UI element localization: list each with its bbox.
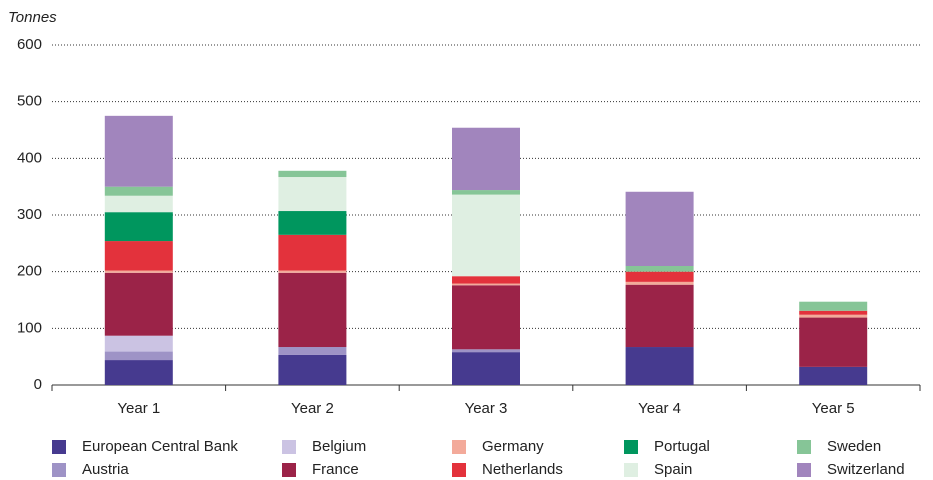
legend-swatch [624, 440, 638, 454]
bar-segment [452, 352, 520, 385]
x-tick-label: Year 4 [638, 400, 681, 417]
bar-segment [104, 195, 173, 213]
legend-label: Spain [654, 461, 692, 478]
legend-label: Portugal [654, 438, 710, 455]
y-tick-label: 500 [17, 93, 42, 110]
bar-segment [104, 115, 173, 187]
bar-segment [625, 284, 694, 348]
legend-label: Germany [482, 438, 544, 455]
legend-swatch [282, 440, 296, 454]
legend-label: France [312, 461, 359, 478]
legend-swatch [452, 440, 466, 454]
bar-segment [452, 276, 520, 284]
bar-segment [452, 194, 520, 277]
bar-segment [278, 354, 347, 385]
x-tick-label: Year 3 [465, 400, 508, 417]
bar-segment [104, 351, 173, 361]
bar-segment [799, 317, 868, 367]
legend-label: Belgium [312, 438, 366, 455]
x-tick-label: Year 1 [117, 400, 160, 417]
legend-label: Switzerland [827, 461, 905, 478]
y-axis-label: Tonnes [8, 9, 57, 26]
bar-segment [452, 285, 520, 350]
bar-segment [799, 366, 868, 385]
bar-segment [278, 177, 347, 212]
bar-segment [625, 191, 694, 266]
bar-segment [799, 310, 868, 315]
bar-segment [104, 270, 173, 273]
bar-segment [104, 186, 173, 196]
y-tick-label: 600 [17, 36, 42, 53]
bar-segment [625, 347, 694, 385]
legend-swatch [282, 463, 296, 477]
legend-label: Netherlands [482, 461, 563, 478]
bar-segment [104, 272, 173, 336]
y-tick-label: 300 [17, 206, 42, 223]
bar-segment [104, 335, 173, 352]
legend-label: Austria [82, 461, 129, 478]
bar-segment [104, 360, 173, 385]
y-tick-label: 100 [17, 319, 42, 336]
y-tick-label: 0 [34, 376, 42, 393]
bar-segment [799, 301, 868, 311]
legend-label: European Central Bank [82, 438, 238, 455]
y-tick-label: 200 [17, 263, 42, 280]
bar-segment [452, 349, 520, 353]
bar-segment [278, 270, 347, 273]
bar-segment [452, 283, 520, 286]
legend-swatch [624, 463, 638, 477]
bar-segment [278, 272, 347, 348]
bar-segment [625, 271, 694, 282]
y-tick-label: 400 [17, 149, 42, 166]
x-tick-label: Year 5 [812, 400, 855, 417]
legend-swatch [797, 440, 811, 454]
bar-segment [278, 211, 347, 235]
x-tick-label: Year 2 [291, 400, 334, 417]
legend-swatch [52, 440, 66, 454]
bar-segment [104, 241, 173, 271]
bar-segment [278, 347, 347, 355]
legend-swatch [452, 463, 466, 477]
bar-segment [278, 234, 347, 271]
bar-segment [278, 170, 347, 178]
legend-swatch [797, 463, 811, 477]
legend-swatch [52, 463, 66, 477]
bar-segment [452, 190, 520, 195]
bar-segment [104, 212, 173, 242]
bar-segment [625, 281, 694, 285]
bar-segment [625, 266, 694, 272]
bar-segment [799, 314, 868, 318]
legend-label: Sweden [827, 438, 881, 455]
bar-segment [452, 127, 520, 191]
